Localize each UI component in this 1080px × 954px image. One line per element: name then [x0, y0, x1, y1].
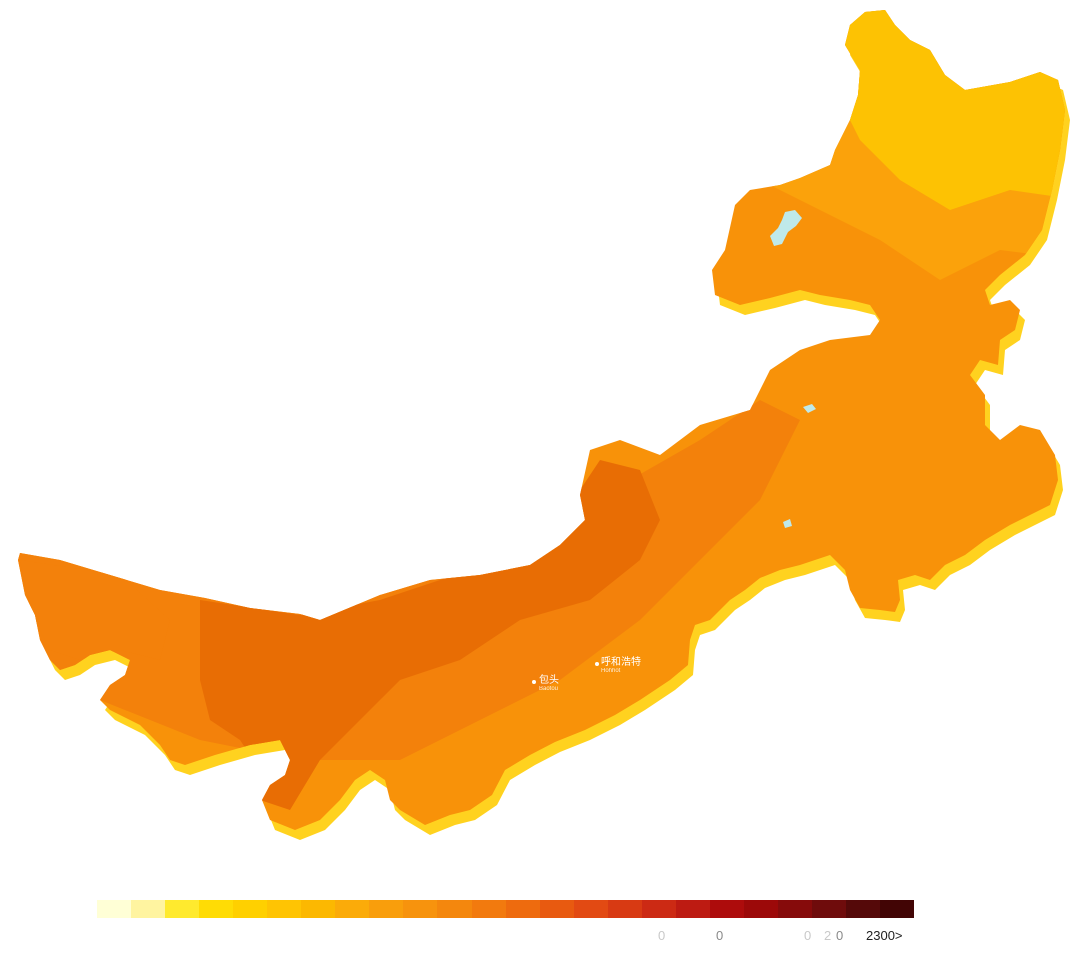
color-scale-swatch: [709, 900, 744, 918]
hulun-lake: [770, 210, 802, 246]
scale-label: 0: [804, 928, 812, 943]
color-scale-swatch: [199, 900, 234, 918]
color-scale-swatch: [607, 900, 642, 918]
color-scale-swatch: [505, 900, 540, 918]
color-scale-swatch: [573, 900, 608, 918]
color-scale-swatch: [437, 900, 472, 918]
color-scale-swatch: [777, 900, 812, 918]
color-scale-swatch: [675, 900, 710, 918]
scale-label: 2300>: [866, 928, 903, 943]
small-lake: [803, 404, 816, 413]
city-hohhot[interactable]: 呼和浩特 Hohhot: [595, 656, 641, 674]
color-scale-swatch: [641, 900, 676, 918]
color-scale-swatch: [539, 900, 574, 918]
city-baotou[interactable]: 包头 Baotou: [532, 673, 559, 692]
color-scale-swatch: [811, 900, 847, 918]
color-scale-swatch: [165, 900, 200, 918]
color-scale-labels: 0 0 0 2 0 2300>: [620, 928, 1020, 948]
color-scale-swatch: [880, 900, 915, 918]
city-label: 呼和浩特: [601, 656, 641, 668]
scale-label: 0: [716, 928, 724, 943]
color-scale-swatch: [403, 900, 438, 918]
small-lake: [783, 519, 792, 528]
color-scale-swatch: [233, 900, 268, 918]
city-label: 包头: [539, 673, 559, 686]
scale-label: 0: [836, 928, 844, 943]
color-scale-swatch: [335, 900, 370, 918]
city-marker-icon: [532, 680, 536, 684]
city-marker-icon: [595, 662, 599, 666]
scale-label: 2: [824, 928, 832, 943]
color-scale-swatch: [743, 900, 778, 918]
color-scale-swatch: [471, 900, 506, 918]
color-scale-swatch: [369, 900, 404, 918]
color-scale-swatch: [97, 900, 132, 918]
color-scale-swatch: [846, 900, 881, 918]
scale-label: 0: [658, 928, 666, 943]
color-scale-swatch: [267, 900, 302, 918]
color-scale-swatch: [131, 900, 166, 918]
city-label-en: Hohhot: [601, 668, 621, 674]
color-scale-swatch: [301, 900, 336, 918]
city-label-en: Baotou: [539, 686, 558, 692]
color-scale-bar: [97, 900, 915, 918]
